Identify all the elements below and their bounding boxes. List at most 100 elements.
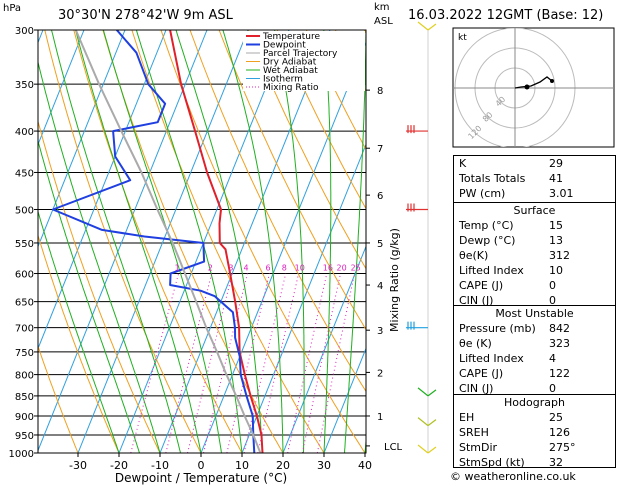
surface-value: 0 [549,294,556,307]
wet-adiabat-line [75,30,202,453]
pressure-tick-label: 450 [15,168,34,179]
km-tick-label: 4 [377,281,383,292]
pressure-tick-label: 750 [15,348,34,359]
hodo-value: 32 [549,456,563,469]
dry-adiabat-line [38,344,79,453]
km-tick-label: 6 [377,191,383,202]
mixing-ratio-line [203,273,248,453]
pressure-tick-label: 500 [15,205,34,216]
mu-label: Pressure (mb) [459,322,536,335]
hodo-label: EH [459,411,475,424]
pw-label: PW (cm) [459,187,506,200]
dry-adiabat-line [247,30,366,270]
surface-label: θe(K) [459,249,489,262]
indices-table: K 29 Totals Totals 41 PW (cm) 3.01 [453,155,616,203]
isotherm-line [323,347,366,453]
surface-value: 15 [549,219,563,232]
isotherm-line [118,30,290,453]
pressure-tick-label: 400 [15,127,34,138]
hodograph-kt-label: kt [458,33,467,43]
wet-adiabat-line [175,30,263,453]
asl-label: ASL [374,16,393,27]
most-unstable-title: Most Unstable [495,307,574,320]
temperature-tick-label: 40 [358,459,372,472]
temperature-tick-label: -20 [110,459,128,472]
wet-adiabat-line [274,30,305,453]
mu-label: θe (K) [459,337,492,350]
surface-label: Temp (°C) [459,219,514,232]
km-tick-label: 8 [377,86,383,97]
mixing-ratio-label: 2 [208,264,213,273]
dry-adiabat-line [160,30,366,453]
legend-label: Dewpoint [263,41,306,51]
dry-adiabat-line [73,30,243,453]
pressure-tick-label: 900 [15,412,34,423]
wet-adiabat-line [38,60,161,453]
k-index-label: K [459,157,467,170]
wet-adiabat-line [344,30,366,453]
series-line-temperature [169,30,264,453]
hodo-value: 25 [549,411,563,424]
km-tick-label: 7 [377,144,383,155]
km-tick-label: 1 [377,412,383,423]
legend-label: Temperature [262,32,320,42]
legend-label: Isotherm [263,75,303,85]
mu-value: 323 [549,337,570,350]
pressure-tick-label: 300 [15,26,34,37]
hpa-label: hPa [3,3,22,14]
dry-adiabat-line [38,119,161,453]
hodograph-title: Hodograph [504,396,565,409]
mixing-ratio-label: 6 [266,264,271,273]
temperature-tick-label: 30 [317,459,331,472]
series-line-dewpoint [51,30,256,453]
location-title: 30°30'N 278°42'W 9m ASL [58,8,233,23]
legend-label: Wet Adiabat [263,66,318,76]
mixing-ratio-line [187,273,233,453]
temperature-tick-label: -10 [151,459,169,472]
wet-adiabat-line [38,139,140,453]
mixing-ratio-line [287,273,328,453]
wind-barb-icon [417,387,437,397]
pressure-tick-label: 350 [15,80,34,91]
dry-adiabat-line [38,233,120,453]
wind-barb-icon [417,21,437,31]
mixing-ratio-label: 25 [351,264,361,273]
pressure-tick-label: 850 [15,392,34,403]
isotherm-line [159,30,331,453]
mu-label: CAPE (J) [459,367,504,380]
mixing-ratio-line [257,273,300,453]
wet-adiabat-line [51,30,181,453]
pressure-tick-label: 650 [15,298,34,309]
isotherm-line [38,30,167,350]
isotherm-line [38,30,208,452]
pressure-tick-label: 550 [15,239,34,250]
km-tick-label: 3 [377,326,383,337]
isotherm-line [282,245,366,453]
dry-adiabat-line [131,30,325,453]
hodograph-end-marker [550,79,554,83]
wind-barb-icon [406,321,428,330]
temperature-tick-label: -30 [69,459,87,472]
mixing-ratio-label: 16 [323,264,333,273]
km-label: km [374,2,390,13]
dry-adiabat-line [276,30,366,210]
surface-value: 0 [549,279,556,292]
mixing-ratio-label: 4 [243,264,248,273]
surface-value: 13 [549,234,563,247]
dry-adiabat-line [44,30,202,453]
pressure-tick-label: 600 [15,270,34,281]
pressure-tick-label: 700 [15,324,34,335]
mu-value: 0 [549,382,556,395]
mixing-ratio-label: 1 [175,264,180,273]
surface-label: CIN (J) [459,294,494,307]
x-axis-label: Dewpoint / Temperature (°C) [115,471,287,485]
surface-title: Surface [513,204,556,217]
mixing-ratio-line [316,273,356,453]
legend-label: Mixing Ratio [263,83,319,93]
hodo-label: StmSpd (kt) [459,456,525,469]
temperature-tick-label: 10 [235,459,249,472]
wind-barb-icon [406,203,428,212]
mixing-ratio-line [301,273,341,453]
hodo-label: StmDir [459,441,498,454]
